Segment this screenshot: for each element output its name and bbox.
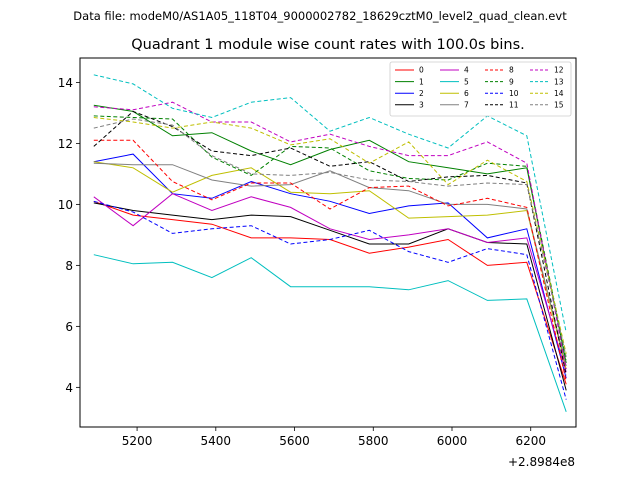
- x-tick-label: 5400: [201, 434, 232, 448]
- series-line-10: [93, 200, 567, 400]
- legend-label-3: 3: [419, 101, 424, 110]
- legend-label-4: 4: [464, 66, 469, 75]
- y-tick-label: 14: [58, 76, 73, 90]
- y-tick-label: 8: [65, 259, 73, 273]
- legend-label-14: 14: [554, 89, 564, 98]
- legend-label-12: 12: [554, 66, 564, 75]
- legend-label-10: 10: [509, 89, 519, 98]
- legend-label-7: 7: [464, 101, 469, 110]
- series-line-14: [93, 117, 567, 354]
- series-line-1: [93, 104, 567, 364]
- y-tick-label: 12: [58, 137, 73, 151]
- x-axis-offset-label: +2.8984e8: [508, 455, 575, 469]
- x-tick-label: 5800: [358, 434, 389, 448]
- legend-label-8: 8: [509, 66, 514, 75]
- series-line-3: [93, 202, 567, 391]
- x-tick-label: 5600: [279, 434, 310, 448]
- legend-label-2: 2: [419, 89, 424, 98]
- legend-box: [389, 61, 572, 117]
- plot-area: [93, 74, 567, 412]
- y-tick-label: 4: [65, 381, 73, 395]
- y-tick-label: 6: [65, 320, 73, 334]
- x-tick-label: 6000: [437, 434, 468, 448]
- x-tick-label: 5200: [122, 434, 153, 448]
- legend-label-6: 6: [464, 89, 469, 98]
- series-line-15: [93, 118, 567, 358]
- legend-label-9: 9: [509, 77, 514, 86]
- series-line-6: [93, 161, 567, 370]
- y-tick-label: 10: [58, 198, 73, 212]
- series-line-5: [93, 254, 567, 412]
- figure-suptitle: Data file: modeM0/AS1A05_118T04_90000027…: [73, 9, 567, 23]
- legend-label-5: 5: [464, 77, 469, 86]
- legend-label-11: 11: [509, 101, 519, 110]
- x-tick-label: 6200: [515, 434, 546, 448]
- series-line-12: [93, 101, 567, 370]
- legend-label-1: 1: [419, 77, 424, 86]
- legend-label-15: 15: [554, 101, 564, 110]
- chart-title: Quadrant 1 module wise count rates with …: [131, 37, 525, 53]
- series-line-9: [93, 115, 567, 360]
- series-line-4: [93, 193, 567, 373]
- legend-label-0: 0: [419, 66, 424, 75]
- series-line-7: [93, 162, 567, 367]
- legend-label-13: 13: [554, 77, 564, 86]
- axes-frame: [79, 57, 577, 428]
- series-line-8: [93, 139, 567, 382]
- series-line-11: [93, 110, 567, 376]
